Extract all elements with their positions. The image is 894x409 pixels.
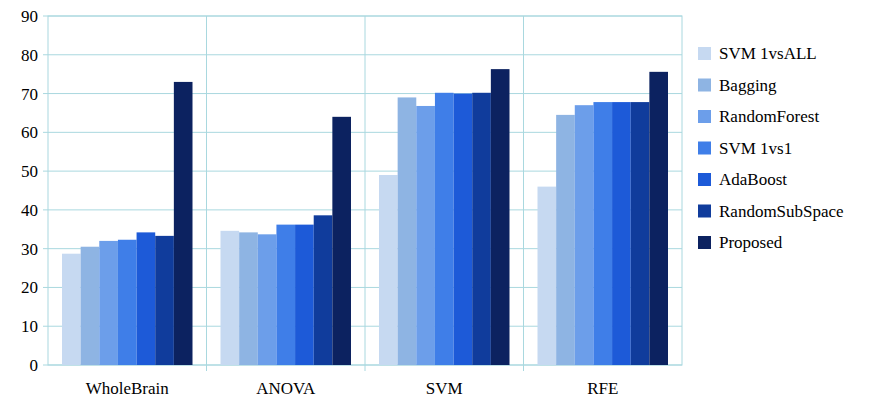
bar (258, 234, 277, 365)
bar (612, 102, 631, 365)
category-separator (365, 16, 366, 371)
tick-label: 0 (30, 356, 39, 375)
tick-mark (43, 93, 48, 94)
bar (118, 240, 137, 365)
legend-label: AdaBoost (719, 170, 787, 189)
tick-label: 70 (21, 85, 38, 104)
tick-label: 10 (21, 317, 38, 336)
bar (332, 117, 351, 365)
bar (295, 225, 314, 365)
tick-mark (43, 132, 48, 133)
bar (398, 97, 417, 365)
bar (491, 69, 510, 365)
category-separator (523, 16, 524, 371)
bar (454, 94, 473, 365)
category-label: ANOVA (256, 379, 316, 398)
tick-label: 90 (21, 7, 38, 26)
bar (416, 106, 435, 365)
bar (155, 236, 174, 365)
category-label: RFE (587, 379, 618, 398)
bar (435, 93, 454, 365)
tick-mark (43, 54, 48, 55)
legend-swatch (698, 79, 711, 92)
tick-mark (43, 365, 48, 366)
bar (239, 232, 258, 365)
bar (556, 115, 575, 365)
legend-swatch (698, 47, 711, 60)
bar (99, 241, 118, 365)
tick-mark (43, 209, 48, 210)
legend-label: SVM 1vs1 (719, 139, 792, 158)
category-label: SVM (426, 379, 463, 398)
bar (575, 105, 594, 365)
bar (62, 254, 81, 365)
bar (81, 247, 100, 365)
category-label: WholeBrain (86, 379, 170, 398)
tick-label: 60 (21, 123, 38, 142)
legend-label: SVM 1vsALL (719, 44, 817, 63)
legend-swatch (698, 142, 711, 155)
legend-label: RandomForest (719, 107, 819, 126)
bar (472, 93, 491, 365)
tick-mark (43, 248, 48, 249)
legend-swatch (698, 205, 711, 218)
chart: 0 10 20 30 40 50 60 70 80 90 WholeBrain ANOVA SVM RFE… (0, 0, 894, 409)
tick-mark (43, 171, 48, 172)
tick-label: 20 (21, 278, 38, 297)
tick-label: 30 (21, 240, 38, 259)
bar (649, 72, 668, 365)
legend-swatch (698, 173, 711, 186)
tick-mark (43, 16, 48, 17)
legend-label: RandomSubSpace (719, 202, 844, 221)
legend-swatch (698, 110, 711, 123)
category-separator (206, 16, 207, 371)
bar (174, 82, 193, 365)
tick-label: 40 (21, 201, 38, 220)
bar (631, 102, 650, 365)
bar (276, 225, 295, 365)
tick-label: 80 (21, 46, 38, 65)
tick-mark (43, 287, 48, 288)
tick-label: 50 (21, 162, 38, 181)
legend-label: Bagging (719, 76, 777, 95)
bars (62, 69, 668, 365)
legend-label: Proposed (719, 233, 783, 252)
bar (137, 232, 156, 365)
bar (538, 187, 557, 365)
bar (314, 215, 333, 365)
bar (593, 102, 612, 365)
legend-swatch (698, 236, 711, 249)
bar (379, 175, 398, 365)
plot-frame (48, 16, 682, 365)
bar (221, 231, 240, 365)
tick-mark (43, 326, 48, 327)
